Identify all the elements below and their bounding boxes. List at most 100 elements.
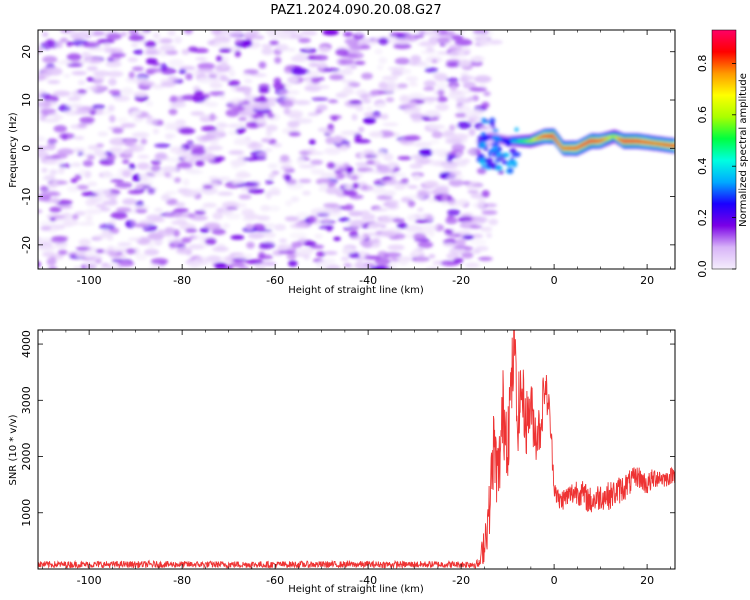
spectrogram-noise-cell [265,191,272,200]
spectrogram-noise-cell [92,234,107,240]
spectrogram-noise-cell [400,103,417,109]
spectrogram-noise-cell [38,73,51,81]
spectrogram-noise-cell [95,249,105,254]
spectrogram-noise-cell [307,112,320,117]
colorbar-frame [711,29,737,270]
spectrogram-noise-cell [279,238,287,243]
spectrogram-noise-cell [171,220,188,226]
spectrogram-noise-cell [437,88,445,97]
spectrogram-noise-cell [350,175,359,181]
spectrogram-noise-cell [190,215,208,221]
spectrogram-x-tick-label: -20 [452,274,470,287]
spectrogram-noise-cell [474,245,489,252]
spectrogram-noise-cell [29,69,38,76]
spectrogram-noise-cell [130,110,142,116]
spectrogram-noise-cell [448,178,464,187]
spectrogram-noise-cell [279,154,290,162]
colorbar-ticks: 0.0 0.2 0.4 0.6 0.8 [696,55,736,278]
spectrogram-noise-cell [214,127,225,134]
spectrogram-noise-cell [391,70,403,77]
colorbar-tick-label: 0.8 [696,55,709,72]
spectrogram-noise-cell [284,174,292,182]
spectrogram-noise-cell [147,187,156,195]
spectrogram-noise-cell [290,55,308,62]
spectrogram-noise-cell [133,49,144,55]
spectrogram-noise-cell [474,75,492,83]
spectrogram-noise-cell [194,90,204,98]
spectrogram-noise-cell [122,170,132,178]
spectrogram-noise-cell [288,77,299,83]
spectrogram-noise-cell [227,80,241,87]
spectrogram-noise-cell [255,117,266,124]
spectrogram-noise-cell [150,160,162,165]
spectrogram-noise-cell [333,236,341,241]
spectrogram-noise-cell [266,113,275,119]
spectrogram-noise-cell [150,164,162,172]
spectrogram-noise-cell [106,233,114,241]
spectrogram-noise-cell [95,203,107,209]
spectrogram-noise-cell [373,232,385,238]
spectrogram-noise-cell [239,127,247,133]
spectrogram-noise-cell [106,32,122,41]
spectrogram-x-ticks: -100 -80 -60 -40 -20 0 20 [42,30,671,287]
spectrogram-noise-cell [405,76,419,82]
spectrogram-noise-cell [42,31,49,37]
spectrogram-noise-cell [386,203,397,209]
spectrogram-noise-cell [471,110,481,117]
spectrogram-noise-cell [135,253,148,261]
spectrogram-noise-cell [125,248,136,255]
spectrogram-onset-cell [497,170,505,175]
spectrogram-frame [37,29,676,270]
spectrogram-noise-cell [446,252,460,260]
spectrogram-noise-cell [323,130,332,134]
spectrogram-noise-cell [308,139,316,145]
spectrogram-noise-cell [103,171,111,176]
spectrogram-noise-cell [250,141,259,148]
spectrogram-noise-cell [154,207,163,213]
spectrogram-noise-cell [393,43,412,50]
spectrogram-noise-cell [287,120,300,128]
spectrogram-noise-cell [128,30,139,36]
spectrogram-x-tick-label: 0 [551,274,558,287]
spectrogram-noise-cell [460,213,473,218]
spectrogram-noise-cell [204,238,217,245]
spectrogram-noise-cell [338,217,351,222]
spectrogram-noise-cell [287,47,296,52]
spectrogram-noise-cell [368,131,384,138]
snr-x-tick-label: -80 [173,574,191,587]
spectrogram-noise-cell [190,111,205,116]
spectrogram-x-tick-label: -80 [173,274,191,287]
spectrogram-noise-cell [436,187,448,194]
spectrogram-noise-cell [376,64,384,71]
spectrogram-noise-cell [57,167,65,175]
spectrogram-noise-cell [417,207,424,212]
spectrogram-noise-cell [84,263,97,269]
spectrogram-noise-cell [46,142,56,151]
spectrogram-noise-cell [46,39,54,46]
spectrogram-noise-cell [468,128,476,137]
spectrogram-noise-cell [364,154,378,159]
spectrogram-noise-cell [374,48,383,55]
spectrogram-noise-cell [94,107,104,116]
spectrogram-noise-cell [304,45,312,51]
spectrogram-noise-cell [290,196,300,203]
spectrogram-noise-cell [86,154,95,160]
spectrogram-noise-cell [50,236,68,244]
spectrogram-noise-cell [74,174,82,181]
spectrogram-noise-cell [86,53,94,60]
spectrogram-noise-cell [49,206,62,213]
spectrogram-noise-cell [98,266,116,269]
spectrogram-noise-cell [40,92,51,99]
spectrogram-noise-cell [472,202,486,209]
spectrogram-noise-cell [123,148,134,155]
spectrogram-noise-cell [257,254,273,260]
spectrogram-noise-cell [84,253,94,258]
spectrogram-noise-cell [161,165,178,173]
spectrogram-noise-cell [348,100,362,105]
spectrogram-noise-cell [335,172,345,180]
spectrogram-noise-cell [468,118,476,124]
spectrogram-noise-cell [178,127,196,135]
spectrogram-noise-cell [435,103,449,111]
spectrogram-noise-cell [299,48,317,53]
